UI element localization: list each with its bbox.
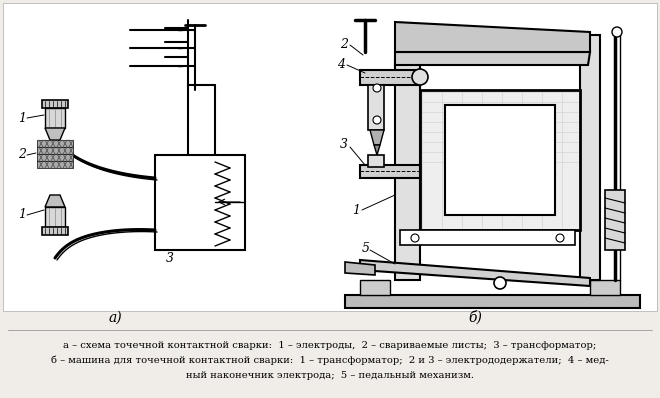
Circle shape [556,234,564,242]
Bar [420,90,580,230]
Text: 2: 2 [18,148,26,162]
Polygon shape [400,230,575,245]
Circle shape [612,27,622,37]
Bar [368,85,384,130]
Polygon shape [590,280,620,295]
Text: 5: 5 [362,242,370,254]
Bar [368,155,384,167]
Circle shape [373,84,381,92]
Circle shape [411,234,419,242]
Text: б – машина для точечной контактной сварки:  1 – трансформатор;  2 и 3 – электрод: б – машина для точечной контактной сварк… [51,355,609,365]
Polygon shape [37,147,73,154]
Text: 3: 3 [340,139,348,152]
Polygon shape [360,260,590,286]
Text: 1: 1 [352,203,360,217]
Circle shape [412,69,428,85]
Text: 3: 3 [166,252,174,265]
Polygon shape [37,140,73,147]
Polygon shape [45,108,65,128]
Polygon shape [45,207,65,227]
Polygon shape [395,60,420,280]
Bar [155,155,245,250]
Bar [3,3,657,311]
Polygon shape [360,165,420,178]
Circle shape [373,116,381,124]
Polygon shape [374,145,380,155]
Polygon shape [45,195,65,207]
Bar [42,227,68,235]
Text: 4: 4 [337,59,345,72]
Bar [42,100,68,108]
Bar [445,105,555,215]
Circle shape [494,277,506,289]
Text: 2: 2 [340,39,348,51]
Text: а – схема точечной контактной сварки:  1 – электроды,  2 – свариваемые листы;  3: а – схема точечной контактной сварки: 1 … [63,341,597,349]
Text: 1: 1 [18,209,26,222]
Text: ный наконечник электрода;  5 – педальный механизм.: ный наконечник электрода; 5 – педальный … [186,371,474,380]
Polygon shape [370,130,384,145]
Polygon shape [395,22,590,52]
Polygon shape [345,262,375,275]
Polygon shape [37,154,73,161]
Text: 1: 1 [18,111,26,125]
Polygon shape [360,70,420,85]
Text: б): б) [468,311,482,325]
Polygon shape [395,52,590,65]
Polygon shape [345,295,640,308]
Polygon shape [37,161,73,168]
Polygon shape [45,128,65,140]
Polygon shape [360,280,390,295]
Polygon shape [580,35,600,280]
Text: а): а) [108,311,122,325]
Polygon shape [605,190,625,250]
